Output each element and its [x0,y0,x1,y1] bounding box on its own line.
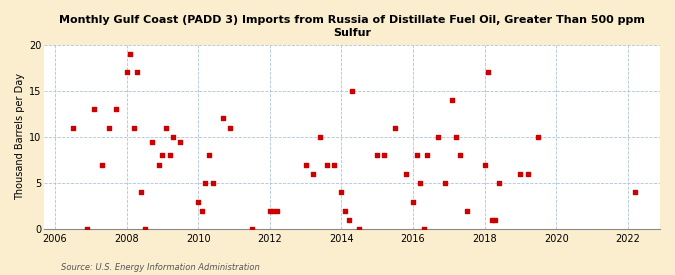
Point [268,209,279,213]
Point [246,227,257,232]
Point [164,153,175,158]
Point [97,163,107,167]
Point [418,227,429,232]
Point [200,181,211,185]
Point [161,125,171,130]
Point [225,125,236,130]
Point [490,218,501,222]
Point [132,70,143,75]
Point [136,190,146,195]
Point [175,139,186,144]
Point [265,209,275,213]
Point [340,209,350,213]
Point [379,153,389,158]
Point [493,181,504,185]
Point [329,163,340,167]
Point [307,172,318,176]
Y-axis label: Thousand Barrels per Day: Thousand Barrels per Day [15,73,25,200]
Point [125,52,136,56]
Point [372,153,383,158]
Point [68,125,78,130]
Point [533,135,543,139]
Point [422,153,433,158]
Point [153,163,164,167]
Point [461,209,472,213]
Point [440,181,451,185]
Point [487,218,497,222]
Point [336,190,347,195]
Point [128,125,139,130]
Point [408,199,418,204]
Point [411,153,422,158]
Point [400,172,411,176]
Point [322,163,333,167]
Point [196,209,207,213]
Point [139,227,150,232]
Point [218,116,229,121]
Point [204,153,215,158]
Point [343,218,354,222]
Point [447,98,458,102]
Point [271,209,282,213]
Point [515,172,526,176]
Point [451,135,462,139]
Point [122,70,132,75]
Point [483,70,493,75]
Title: Monthly Gulf Coast (PADD 3) Imports from Russia of Distillate Fuel Oil, Greater : Monthly Gulf Coast (PADD 3) Imports from… [59,15,645,38]
Text: Source: U.S. Energy Information Administration: Source: U.S. Energy Information Administ… [61,263,259,272]
Point [82,227,92,232]
Point [207,181,218,185]
Point [89,107,100,111]
Point [479,163,490,167]
Point [111,107,122,111]
Point [347,89,358,93]
Point [630,190,641,195]
Point [168,135,179,139]
Point [157,153,168,158]
Point [193,199,204,204]
Point [354,227,364,232]
Point [300,163,311,167]
Point [146,139,157,144]
Point [433,135,443,139]
Point [315,135,325,139]
Point [454,153,465,158]
Point [414,181,425,185]
Point [522,172,533,176]
Point [103,125,114,130]
Point [389,125,400,130]
